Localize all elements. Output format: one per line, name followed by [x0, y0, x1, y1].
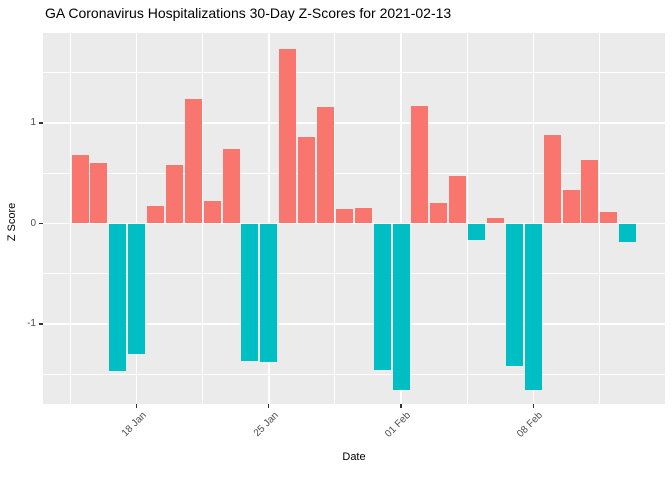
bar: [468, 223, 486, 240]
x-tick-label: 01 Feb: [383, 410, 413, 440]
major-gridline-horizontal: [43, 122, 665, 124]
minor-gridline-vertical: [466, 33, 468, 404]
minor-gridline-horizontal: [43, 72, 665, 74]
bar: [71, 155, 89, 224]
bar: [298, 137, 316, 224]
y-tick-label: 1: [30, 117, 36, 128]
x-axis-title: Date: [342, 451, 366, 463]
plot-panel: [43, 33, 665, 404]
minor-gridline-vertical: [334, 33, 336, 404]
major-gridline-horizontal: [43, 323, 665, 325]
bar: [354, 208, 372, 224]
minor-gridline-vertical: [70, 33, 72, 404]
bar: [222, 149, 240, 224]
bar: [392, 223, 410, 391]
bar: [90, 163, 108, 224]
y-tick-label: 0: [30, 217, 36, 229]
major-gridline-horizontal: [43, 222, 665, 225]
x-tick-label: 25 Jan: [251, 410, 281, 440]
y-axis-tick: [39, 222, 43, 225]
bar: [165, 165, 183, 224]
major-gridline-vertical: [268, 33, 270, 404]
minor-gridline-horizontal: [43, 273, 665, 275]
bar: [241, 223, 259, 362]
bar: [184, 98, 202, 224]
bar: [524, 223, 542, 391]
x-axis-tick: [268, 404, 270, 408]
y-tick-label: -1: [27, 318, 36, 329]
major-gridline-vertical: [135, 33, 138, 404]
x-axis-tick: [136, 404, 138, 408]
bar: [581, 160, 599, 224]
bar: [128, 223, 146, 355]
bar: [600, 212, 618, 224]
bar: [203, 201, 221, 224]
major-gridline-vertical: [400, 33, 402, 404]
bar: [109, 223, 127, 372]
x-axis-tick: [532, 404, 534, 408]
bar: [147, 206, 165, 224]
bar: [543, 135, 561, 224]
minor-gridline-horizontal: [43, 172, 665, 174]
bar: [373, 223, 391, 371]
major-gridline-vertical: [532, 33, 534, 404]
minor-gridline-vertical: [598, 33, 600, 404]
bar: [449, 176, 467, 224]
y-axis-tick: [39, 323, 43, 325]
x-tick-label: 18 Jan: [119, 410, 149, 440]
bar: [562, 190, 580, 224]
chart-title: GA Coronavirus Hospitalizations 30-Day Z…: [45, 5, 452, 21]
bar: [411, 105, 429, 224]
y-axis-tick: [39, 122, 43, 124]
bar: [279, 48, 297, 224]
bar: [619, 223, 637, 242]
minor-gridline-horizontal: [43, 373, 665, 375]
x-tick-label: 08 Feb: [515, 410, 546, 440]
bar: [430, 203, 448, 224]
bar: [260, 223, 278, 363]
bar: [335, 209, 353, 224]
x-axis-tick: [400, 404, 402, 408]
bar: [486, 218, 504, 224]
bar: [317, 106, 335, 224]
bar: [505, 223, 523, 367]
minor-gridline-vertical: [202, 33, 204, 404]
